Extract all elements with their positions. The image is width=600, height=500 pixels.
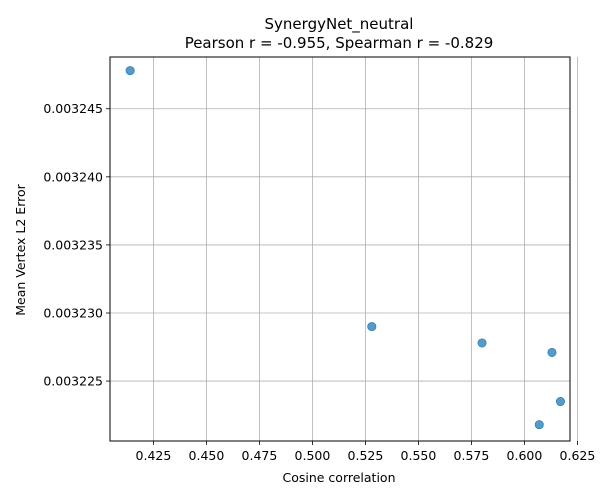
x-tick-label: 0.500 <box>295 448 331 463</box>
y-tick-label: 0.003225 <box>43 374 103 389</box>
y-tick-label: 0.003240 <box>43 169 103 184</box>
y-axis-label: Mean Vertex L2 Error <box>13 183 28 315</box>
x-tick-label: 0.450 <box>189 448 225 463</box>
data-point <box>125 66 135 76</box>
data-point <box>367 322 377 332</box>
data-point <box>477 338 487 348</box>
chart-subtitle: Pearson r = -0.955, Spearman r = -0.829 <box>185 34 494 52</box>
x-tick-label: 0.625 <box>560 448 596 463</box>
y-tick-label: 0.003245 <box>43 101 103 116</box>
chart-title: SynergyNet_neutral <box>265 15 414 34</box>
data-point <box>547 347 557 357</box>
x-tick-label: 0.475 <box>242 448 278 463</box>
y-tick-label: 0.003235 <box>43 237 103 252</box>
grid <box>110 57 578 441</box>
x-tick-label: 0.575 <box>454 448 490 463</box>
x-tick-label: 0.425 <box>136 448 172 463</box>
data-point <box>555 397 565 407</box>
y-tick-label: 0.003230 <box>43 306 103 321</box>
plot-area-frame <box>109 56 571 442</box>
x-tick-label: 0.550 <box>401 448 437 463</box>
x-tick-label: 0.525 <box>348 448 384 463</box>
data-point <box>534 420 544 430</box>
data-points <box>125 66 565 430</box>
x-axis-label: Cosine correlation <box>282 470 395 485</box>
ticks: 0.425 0.450 0.475 0.500 0.525 0.550 0.575 0.600… <box>43 101 595 463</box>
x-tick-label: 0.600 <box>507 448 543 463</box>
